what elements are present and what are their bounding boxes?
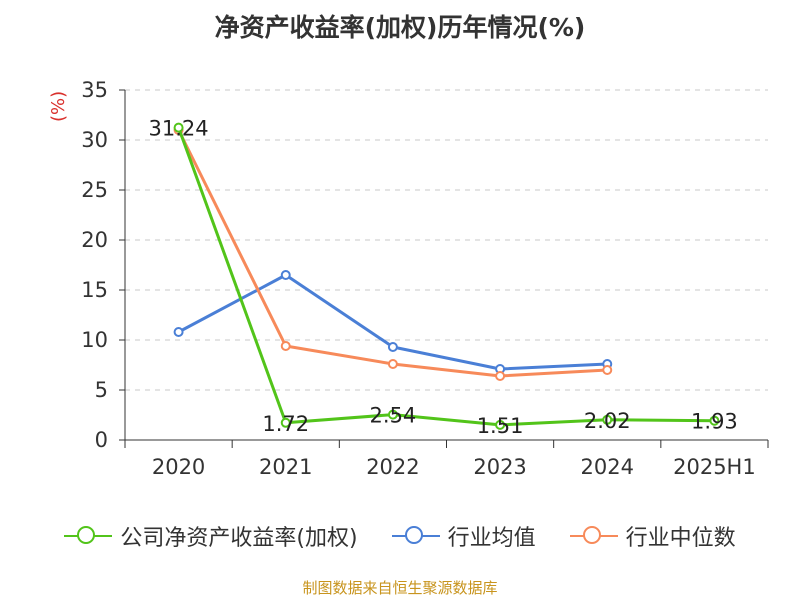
legend-marker-icon <box>569 524 618 548</box>
y-tick-label: 25 <box>81 178 108 202</box>
chart-title: 净资产收益率(加权)历年情况(%) <box>214 13 586 42</box>
data-point <box>387 359 398 369</box>
source-note: 制图数据来自恒生聚源数据库 <box>302 579 498 597</box>
series-line-2 <box>177 129 608 378</box>
data-point <box>709 415 720 426</box>
data-point <box>280 417 291 428</box>
data-point <box>173 327 184 337</box>
y-tick-label: 30 <box>81 128 108 152</box>
data-point <box>280 341 291 351</box>
x-tick-label: 2020 <box>152 455 205 479</box>
y-tick-label: 10 <box>81 328 108 352</box>
series-line-1 <box>177 273 608 371</box>
data-label: 2.54 <box>370 404 417 428</box>
data-point <box>602 414 613 425</box>
x-tick-label: 2024 <box>581 455 634 479</box>
y-tick-label: 35 <box>81 78 108 102</box>
legend: 公司净资产收益率(加权) 行业均值 行业中位数 <box>0 520 800 552</box>
legend-label: 行业均值 <box>447 526 536 551</box>
y-tick-label: 15 <box>81 278 108 302</box>
data-point <box>602 365 613 375</box>
legend-item-industry-mean[interactable]: 行业均值 <box>391 520 536 552</box>
legend-marker-icon <box>391 524 440 548</box>
y-tick-label: 0 <box>95 428 108 452</box>
legend-item-industry-median[interactable]: 行业中位数 <box>569 520 736 552</box>
data-point <box>495 371 506 381</box>
data-label: 31.24 <box>149 117 209 141</box>
data-point <box>173 122 184 133</box>
data-point <box>280 270 291 280</box>
series-line-0 <box>177 127 715 427</box>
y-tick-label: 20 <box>81 228 108 252</box>
x-tick-label: 2023 <box>473 455 526 479</box>
x-tick-label: 2021 <box>259 455 312 479</box>
data-label: 1.72 <box>262 412 309 436</box>
legend-label: 公司净资产收益率(加权) <box>120 526 358 551</box>
data-label: 2.02 <box>584 409 631 433</box>
legend-label: 行业中位数 <box>625 526 736 551</box>
data-point <box>387 342 398 352</box>
data-point <box>495 419 506 430</box>
legend-item-company[interactable]: 公司净资产收益率(加权) <box>64 520 358 552</box>
x-tick-label: 2022 <box>366 455 419 479</box>
data-point <box>387 409 398 420</box>
x-tick-label: 2025H1 <box>673 455 756 479</box>
data-label: 1.93 <box>691 410 738 434</box>
y-tick-label: 5 <box>95 378 108 402</box>
data-label: 1.51 <box>477 414 524 438</box>
legend-marker-icon <box>64 524 113 548</box>
